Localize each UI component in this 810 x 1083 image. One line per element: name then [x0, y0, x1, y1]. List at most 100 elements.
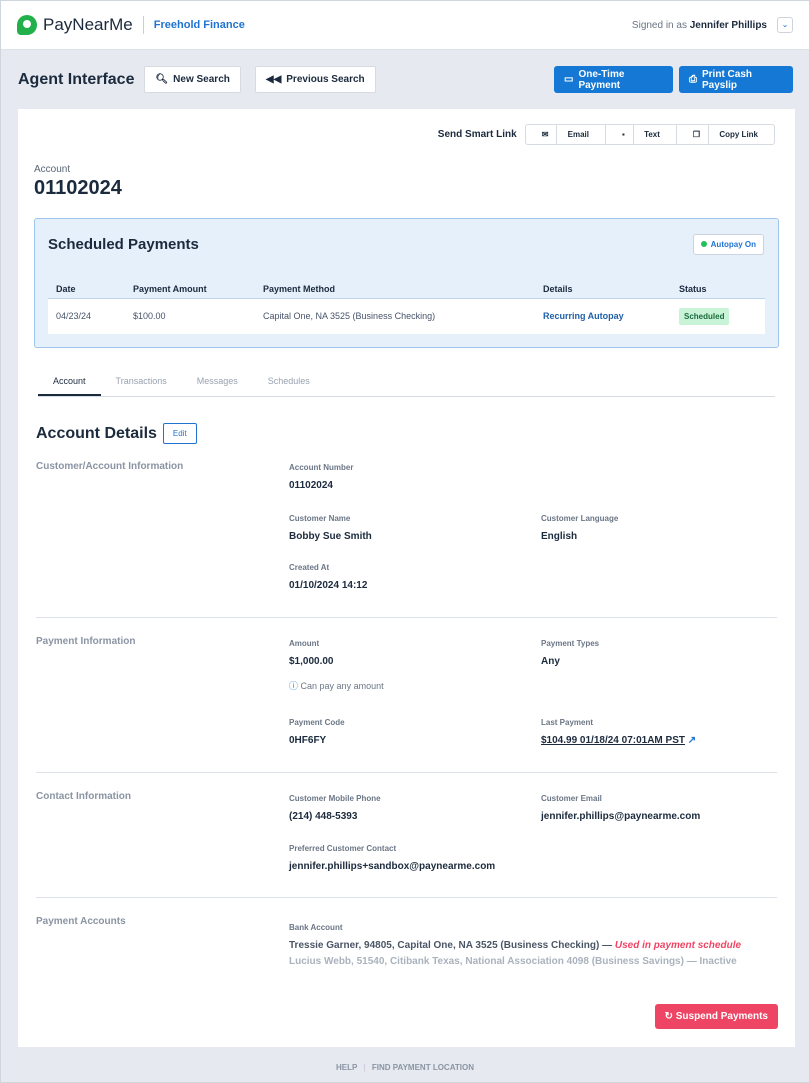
copy-link-button[interactable]: ❐ Copy Link [677, 125, 774, 144]
account-number: 01102024 [34, 177, 122, 199]
previous-search-button[interactable]: ◀◀ Previous Search [254, 66, 376, 93]
col-method: Payment Method [263, 284, 336, 294]
field-label: Preferred Customer Contact [289, 844, 397, 853]
page-title: Agent Interface [18, 70, 135, 88]
customer-section: Customer/Account Information Account Num… [36, 461, 777, 618]
account-label: Account [34, 164, 71, 175]
suspend-payments-button[interactable]: ↻ Suspend Payments [654, 1004, 778, 1029]
field-label: Customer Email [541, 794, 602, 803]
paynearme-logo[interactable]: PayNearMe [17, 15, 133, 35]
print-cash-payslip-button[interactable]: ⎙ Print Cash Payslip [679, 66, 793, 93]
phone-value: (214) 448-5393 [289, 811, 358, 822]
table-row: 04/23/24 $100.00 Capital One, NA 3525 (B… [48, 299, 765, 334]
row-details-link[interactable]: Recurring Autopay [543, 311, 624, 321]
status-dot-icon [700, 241, 707, 247]
signed-in-text: Signed in as Jennifer Phillips [632, 20, 767, 31]
field-label: Payment Types [541, 639, 600, 648]
text-link-button[interactable]: ▪ Text [606, 125, 677, 144]
autopay-label: Autopay On [710, 240, 756, 249]
one-time-payment-label: One-Time Payment [578, 68, 625, 91]
field-label: Payment Code [289, 718, 345, 727]
field-label: Customer Name [289, 514, 351, 523]
send-smart-link: Send Smart Link ✉ Email ▪ Text ❐ Copy Li… [438, 124, 775, 145]
org-name[interactable]: Freehold Finance [153, 19, 245, 31]
section-title: Contact Information [36, 791, 131, 802]
credit-card-icon: ▭ [564, 74, 574, 85]
info-icon: ⓘ [289, 681, 299, 691]
top-header: PayNearMe Freehold Finance Signed in as … [1, 1, 809, 50]
payment-types-value: Any [541, 656, 560, 667]
tab-messages[interactable]: Messages [196, 376, 238, 386]
chevron-down-icon[interactable]: ⌄ [777, 17, 793, 33]
customer-name-value: Bobby Sue Smith [289, 531, 372, 542]
one-time-payment-button[interactable]: ▭ One-Time Payment [554, 66, 673, 93]
payment-section: Payment Information Amount $1,000.00 ⓘ Ca… [36, 618, 777, 773]
envelope-icon: ✉ [533, 125, 558, 144]
preferred-contact-value: jennifer.phillips+sandbox@paynearme.com [289, 861, 496, 872]
amount-value: $1,000.00 [289, 656, 334, 667]
field-label: Amount [289, 639, 320, 648]
table-header: Date Payment Amount Payment Method Detai… [48, 279, 765, 299]
field-label: Created At [289, 563, 330, 572]
text-label: Text [644, 130, 660, 139]
field-label: Last Payment [541, 718, 594, 727]
payment-accounts-section: Payment Accounts Bank Account Tressie Ga… [36, 898, 777, 978]
rewind-icon: ◀◀ [265, 74, 282, 85]
col-amount: Payment Amount [133, 284, 207, 294]
signed-prefix: Signed in as [631, 19, 687, 31]
field-label: Bank Account [289, 923, 343, 932]
tab-transactions[interactable]: Transactions [115, 376, 167, 386]
tab-schedules[interactable]: Schedules [267, 376, 310, 386]
copy-label: Copy Link [719, 130, 758, 139]
tab-account[interactable]: Account [38, 371, 101, 396]
account-details-heading: Account Details Edit [36, 423, 197, 444]
logo-icon [17, 15, 37, 35]
status-badge: Scheduled [679, 308, 730, 325]
contact-section: Contact Information Customer Mobile Phon… [36, 773, 777, 898]
row-amount: $100.00 [133, 311, 166, 321]
message-icon: ▪ [613, 125, 634, 144]
field-label: Customer Language [541, 514, 619, 523]
field-label: Customer Mobile Phone [289, 794, 381, 803]
field-label: Account Number [289, 463, 354, 472]
bank-account-2: Lucius Webb, 51540, Citibank Texas, Nati… [289, 956, 737, 967]
previous-search-label: Previous Search [286, 74, 365, 85]
find-payment-location-link[interactable]: FIND PAYMENT LOCATION [371, 1063, 474, 1072]
new-search-button[interactable]: 🔍︎ New Search [144, 66, 241, 93]
col-status: Status [679, 284, 707, 294]
external-link-icon[interactable]: ↗ [687, 735, 697, 746]
email-value: jennifer.phillips@paynearme.com [541, 811, 701, 822]
tabs: Account Transactions Messages Schedules [38, 371, 775, 397]
schedule-note: Used in payment schedule [614, 940, 742, 951]
last-payment-link[interactable]: $104.99 01/18/24 07:01AM PST [541, 735, 685, 746]
brand-name: PayNearMe [43, 15, 133, 34]
toolbar: Agent Interface 🔍︎ New Search ◀◀ Previous … [18, 66, 793, 93]
row-date: 04/23/24 [56, 311, 92, 321]
scheduled-payments-panel: Scheduled Payments Autopay On Date Payme… [34, 218, 779, 348]
section-title: Payment Accounts [36, 916, 126, 927]
bank-account-1: Tressie Garner, 94805, Capital One, NA 3… [289, 940, 613, 951]
footer: HELP | FIND PAYMENT LOCATION [336, 1063, 474, 1072]
copy-icon: ❐ [684, 125, 710, 144]
print-label: Print Cash Payslip [702, 68, 753, 91]
email-link-button[interactable]: ✉ Email [526, 125, 606, 144]
email-label: Email [567, 130, 589, 139]
col-details: Details [543, 284, 573, 294]
language-value: English [541, 531, 578, 542]
row-method: Capital One, NA 3525 (Business Checking) [263, 311, 436, 321]
account-card: Send Smart Link ✉ Email ▪ Text ❐ Copy Li… [18, 109, 795, 1047]
suspend-label: Suspend Payments [675, 1011, 768, 1022]
refresh-icon: ↻ [664, 1011, 673, 1022]
autopay-status-button[interactable]: Autopay On [692, 234, 764, 255]
account-number-value: 01102024 [289, 480, 333, 491]
new-search-label: New Search [173, 74, 230, 85]
user-name: Jennifer Phillips [689, 19, 767, 31]
created-value: 01/10/2024 14:12 [289, 580, 368, 591]
amount-note: Can pay any amount [300, 681, 384, 691]
search-icon: 🔍︎ [155, 74, 169, 85]
divider [142, 16, 144, 34]
edit-button[interactable]: Edit [162, 423, 197, 444]
section-title: Customer/Account Information [36, 461, 184, 472]
section-title: Payment Information [36, 636, 136, 647]
help-link[interactable]: HELP [336, 1063, 358, 1072]
